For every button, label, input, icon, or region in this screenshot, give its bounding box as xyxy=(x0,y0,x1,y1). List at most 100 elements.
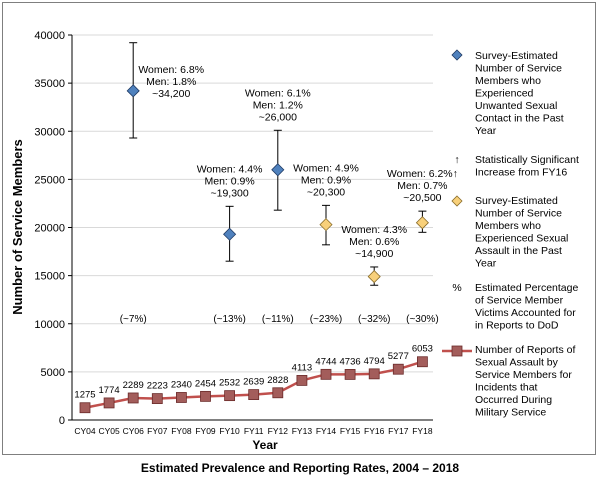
chart-title: Estimated Prevalence and Reporting Rates… xyxy=(140,461,460,475)
text-line: ~34,200 xyxy=(152,88,190,100)
text-line: Members who xyxy=(475,75,541,87)
arrow-up-icon: ↑ xyxy=(454,154,459,166)
legend-item-usc: Survey-Estimated Number of Service Members… xyxy=(451,49,564,137)
text-line: Victims Accounted for xyxy=(475,307,576,319)
x-tick-label: FY13 xyxy=(292,426,313,436)
x-tick-labels: CY04 CY05 CY06 FY07 FY08 FY09 FY10 FY11 FY12 FY13… xyxy=(74,426,432,436)
text-line: Year xyxy=(475,258,497,270)
text-line: Statistically Significant xyxy=(475,154,579,166)
y-tick-label: 20000 xyxy=(34,223,65,235)
reports-data-label: 2223 xyxy=(147,381,168,392)
reports-data-label: 1774 xyxy=(99,385,120,396)
legend-item-significance: ↑ Statistically Significant Increase from… xyxy=(454,154,579,179)
text-line: Women: 6.2%↑ xyxy=(387,168,458,180)
text-line: Men: 0.9% xyxy=(301,174,351,186)
y-tick-label: 30000 xyxy=(34,126,65,138)
x-tick-label: FY11 xyxy=(244,426,264,436)
legend-percent-label: Estimated Percentage of Service Member Vic… xyxy=(475,282,578,332)
text-line: Number of Service xyxy=(475,208,562,220)
survey-marker xyxy=(126,84,140,98)
text-line: Women: 4.9% xyxy=(293,162,359,174)
text-line: Women: 4.4% xyxy=(197,163,263,175)
x-tick-label: FY09 xyxy=(195,426,216,436)
text-line: Men: 0.7% xyxy=(397,180,447,192)
x-tick-label: FY17 xyxy=(388,426,409,436)
text-line: Women: 4.3% xyxy=(341,224,407,236)
reports-marker xyxy=(320,368,332,380)
text-line: Experienced xyxy=(475,88,534,100)
text-line: Survey-Estimated xyxy=(475,195,558,207)
x-tick-label: FY10 xyxy=(219,426,240,436)
text-line: Incidents that xyxy=(475,382,538,394)
reports-marker xyxy=(200,390,211,402)
reports-marker xyxy=(296,375,308,386)
legend-significance-label: Statistically Significant Increase from F… xyxy=(475,154,579,179)
text-line: Increase from FY16 xyxy=(475,167,567,179)
reports-marker xyxy=(127,392,139,404)
text-line: Experienced Sexual xyxy=(475,233,568,245)
reports-data-label: 2340 xyxy=(171,379,192,390)
x-tick-label: CY04 xyxy=(74,426,96,436)
legend-reports-marker xyxy=(451,345,463,357)
reports-series: 1275 1774 2289 2223 2340 2454 2532 2639 2828 4113… xyxy=(74,344,433,414)
text-line: Military Service xyxy=(475,407,546,419)
legend-usc-label: Survey-Estimated Number of Service Members… xyxy=(475,50,564,137)
y-tick-label: 0 xyxy=(59,415,65,427)
text-line: Number of Service xyxy=(475,63,562,75)
reports-marker xyxy=(392,363,404,375)
reports-marker xyxy=(224,390,236,402)
legend-percent-symbol: % xyxy=(452,282,461,294)
x-tick-label: FY08 xyxy=(171,426,192,436)
survey-marker xyxy=(271,163,285,177)
y-tick-label: 15000 xyxy=(34,271,65,283)
usc-series: Women: 6.8% Men: 1.8% ~34,200 Women: 4.4% Me… xyxy=(126,42,311,262)
reports-marker xyxy=(103,397,115,409)
y-tick-label: 10000 xyxy=(34,319,65,331)
text-line: ~26,000 xyxy=(259,111,297,123)
x-tick-label: FY12 xyxy=(268,426,289,436)
legend: Survey-Estimated Number of Service Members… xyxy=(442,49,579,419)
reports-data-label: 4736 xyxy=(340,356,361,367)
survey-marker xyxy=(415,216,429,230)
text-line: Service Members for xyxy=(475,369,572,381)
percent-annotation: (~23%) xyxy=(310,314,343,325)
percent-annotation: (~32%) xyxy=(358,314,391,325)
legend-sa-marker xyxy=(451,195,463,207)
text-line: Number of Reports of xyxy=(475,344,575,356)
x-tick-label: FY07 xyxy=(147,426,168,436)
x-tick-label: FY15 xyxy=(340,426,361,436)
reports-marker xyxy=(368,368,380,380)
percent-annotation: (~30%) xyxy=(406,314,439,325)
reports-data-label: 4794 xyxy=(364,356,385,367)
reports-data-label: 5277 xyxy=(388,351,409,362)
text-line: ~19,300 xyxy=(210,187,248,199)
reports-marker xyxy=(344,369,356,380)
percent-annotation: (~7%) xyxy=(120,314,147,325)
percent-annotation: (~13%) xyxy=(213,314,246,325)
reports-marker xyxy=(151,393,163,405)
text-line: ~14,900 xyxy=(355,248,393,260)
survey-annotation: Women: 4.9% Men: 0.9% ~20,300 xyxy=(293,162,359,198)
reports-marker xyxy=(175,392,187,403)
legend-item-percent: % Estimated Percentage of Service Member V… xyxy=(452,282,578,332)
y-tick-label: 35000 xyxy=(34,78,65,90)
x-tick-label: CY05 xyxy=(98,426,120,436)
reports-data-label: 2828 xyxy=(267,375,288,386)
text-line: ~20,300 xyxy=(307,186,345,198)
survey-annotation: Women: 4.3% Men: 0.6% ~14,900 xyxy=(341,224,407,260)
survey-marker xyxy=(319,218,333,232)
reports-data-label: 4113 xyxy=(292,362,312,373)
reports-marker xyxy=(416,356,428,368)
y-tick-label: 5000 xyxy=(41,367,65,379)
reports-data-label: 2532 xyxy=(219,378,240,389)
legend-item-reports: Number of Reports of Sexual Assault by Ser… xyxy=(442,344,575,419)
text-line: Men: 0.6% xyxy=(349,236,399,248)
text-line: Year xyxy=(475,125,497,137)
legend-usc-marker xyxy=(451,49,463,61)
reports-data-label: 6053 xyxy=(412,344,433,355)
reports-data-label: 2289 xyxy=(123,380,144,391)
text-line: Men: 0.9% xyxy=(204,175,254,187)
survey-annotation: Women: 6.8% Men: 1.8% ~34,200 xyxy=(138,64,204,100)
reports-data-label: 2639 xyxy=(243,377,264,388)
